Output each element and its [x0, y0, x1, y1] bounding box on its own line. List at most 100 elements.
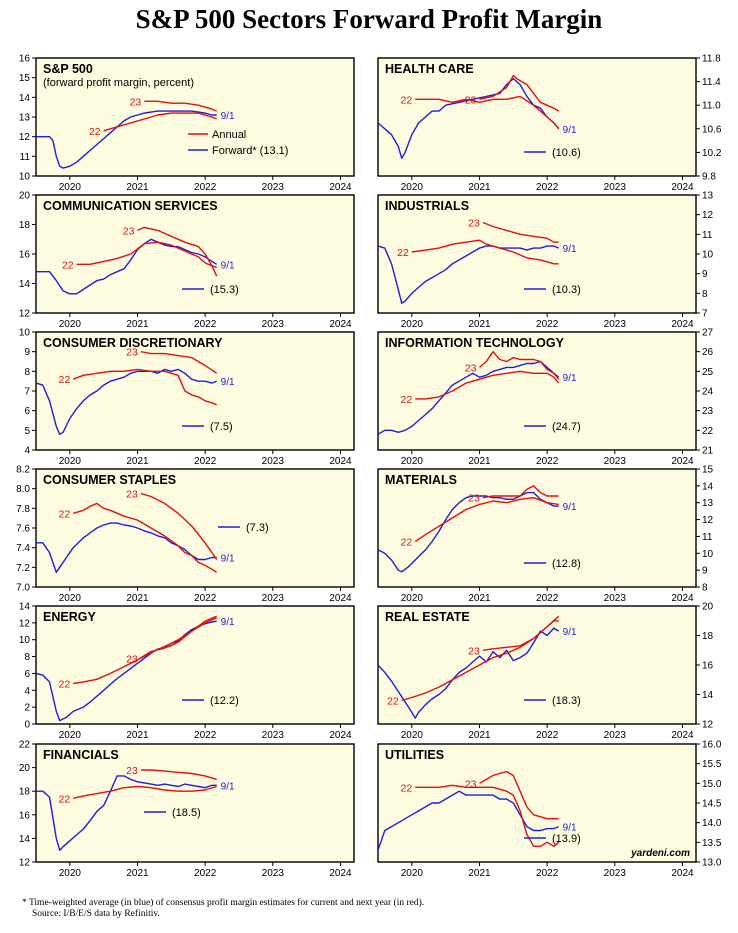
plot-area: [377, 331, 697, 451]
y-tick-label: 10.6: [702, 124, 722, 135]
x-tick-label: 2024: [671, 730, 694, 741]
x-tick-label: 2023: [604, 456, 627, 467]
x-tick-label: 2024: [329, 593, 352, 604]
x-tick-label: 2020: [59, 182, 82, 193]
y-tick-label: 12: [19, 858, 31, 869]
annual-series-line: [479, 74, 560, 112]
y-tick-label: 8.0: [16, 484, 30, 495]
last-date-label: 9/1: [563, 244, 577, 255]
chart-panel: 9.8 10.2 10.6 11.0 11.4 11.8 2020 2021 2022 2023 2…: [377, 54, 722, 193]
y-tick-label: 7: [24, 387, 30, 398]
x-tick-label: 2024: [671, 319, 694, 330]
y-tick-label: 8: [24, 652, 30, 663]
x-tick-label: 2020: [401, 182, 424, 193]
y-tick-label: 7.0: [16, 583, 30, 594]
x-tick-label: 2022: [536, 593, 559, 604]
series-label-y22: 22: [59, 508, 71, 520]
x-tick-label: 2023: [604, 319, 627, 330]
forward-series-line: [377, 491, 559, 573]
y-tick-label: 16: [19, 54, 31, 65]
series-label-y22: 22: [89, 126, 101, 138]
panel-title: ENERGY: [43, 610, 96, 624]
y-tick-label: 14.0: [702, 818, 722, 829]
x-tick-label: 2024: [671, 182, 694, 193]
series-label-y23: 23: [465, 362, 477, 374]
legend-forward-label: (7.3): [246, 522, 269, 534]
x-tick-label: 2020: [401, 868, 424, 879]
x-tick-label: 2022: [536, 319, 559, 330]
panel-title: S&P 500: [43, 62, 93, 76]
x-tick-label: 2022: [194, 456, 217, 467]
x-tick-label: 2023: [262, 182, 285, 193]
series-label-y23: 23: [465, 778, 477, 790]
annual-series-line: [73, 502, 218, 573]
x-tick-label: 2024: [671, 868, 694, 879]
y-tick-label: 2: [24, 703, 30, 714]
y-tick-label: 27: [702, 328, 714, 339]
x-tick-label: 2024: [671, 456, 694, 467]
y-tick-label: 12: [702, 210, 714, 221]
x-tick-label: 2023: [262, 456, 285, 467]
y-tick-label: 18: [19, 220, 31, 231]
y-tick-label: 9: [702, 269, 708, 280]
series-label-y22: 22: [59, 374, 71, 386]
annual-series-line: [415, 95, 560, 130]
y-tick-label: 18: [19, 787, 31, 798]
chart-panel: 0 2 4 6 8 10 12 14 2020 2021 2022 2023 2024 ENERGY 22 2…: [19, 602, 355, 741]
y-tick-label: 10: [19, 635, 31, 646]
y-tick-label: 14: [19, 834, 31, 845]
plot-area: [377, 605, 697, 725]
forward-series-line: [36, 775, 217, 851]
annual-series-line: [482, 221, 559, 243]
legend-forward-label: Forward* (13.1): [212, 145, 288, 157]
last-date-label: 9/1: [563, 502, 577, 513]
y-tick-label: 8: [24, 367, 30, 378]
x-tick-label: 2023: [262, 593, 285, 604]
page-title: S&P 500 Sectors Forward Profit Margin: [135, 4, 603, 34]
x-tick-label: 2021: [126, 456, 149, 467]
x-tick-label: 2022: [536, 730, 559, 741]
x-tick-label: 2021: [468, 730, 491, 741]
series-label-y23: 23: [126, 765, 138, 777]
y-tick-label: 14: [19, 279, 31, 290]
annual-series-line: [414, 497, 559, 543]
y-tick-label: 12: [19, 132, 31, 143]
panel-title: INDUSTRIALS: [385, 199, 469, 213]
footnote-line-2: Source: I/B/E/S data by Refinitiv.: [32, 909, 160, 919]
x-tick-label: 2021: [126, 593, 149, 604]
x-tick-label: 2021: [126, 868, 149, 879]
y-tick-label: 6: [24, 406, 30, 417]
annual-series-line: [415, 370, 560, 400]
forward-series-line: [36, 110, 217, 169]
annual-series-line: [140, 492, 218, 560]
forward-series-line: [35, 368, 217, 435]
y-tick-label: 9.8: [702, 172, 716, 183]
x-tick-label: 2024: [329, 319, 352, 330]
x-tick-label: 2022: [536, 868, 559, 879]
series-label-y23: 23: [126, 653, 138, 665]
y-tick-label: 16: [19, 810, 31, 821]
y-tick-label: 13.5: [702, 838, 722, 849]
y-tick-label: 14: [19, 602, 31, 613]
plot-area: [377, 194, 697, 314]
chart-panel: 7.0 7.2 7.4 7.6 7.8 8.0 8.2 2020 2021 2022 2023 202…: [16, 465, 355, 604]
annual-series-line: [140, 351, 218, 374]
y-tick-label: 24: [702, 387, 714, 398]
panel-title: UTILITIES: [385, 748, 444, 762]
x-tick-label: 2021: [468, 868, 491, 879]
x-tick-label: 2022: [194, 730, 217, 741]
y-tick-label: 10: [702, 549, 714, 560]
legend-forward-label: (18.5): [172, 807, 201, 819]
panel-title: CONSUMER STAPLES: [43, 473, 176, 487]
y-tick-label: 15: [19, 73, 31, 84]
x-tick-label: 2022: [194, 319, 217, 330]
x-tick-label: 2022: [194, 868, 217, 879]
y-tick-label: 16: [19, 250, 31, 261]
y-tick-label: 8: [702, 583, 708, 594]
series-label-y22: 22: [401, 394, 413, 406]
x-tick-label: 2020: [401, 593, 424, 604]
panel-title: HEALTH CARE: [385, 62, 474, 76]
